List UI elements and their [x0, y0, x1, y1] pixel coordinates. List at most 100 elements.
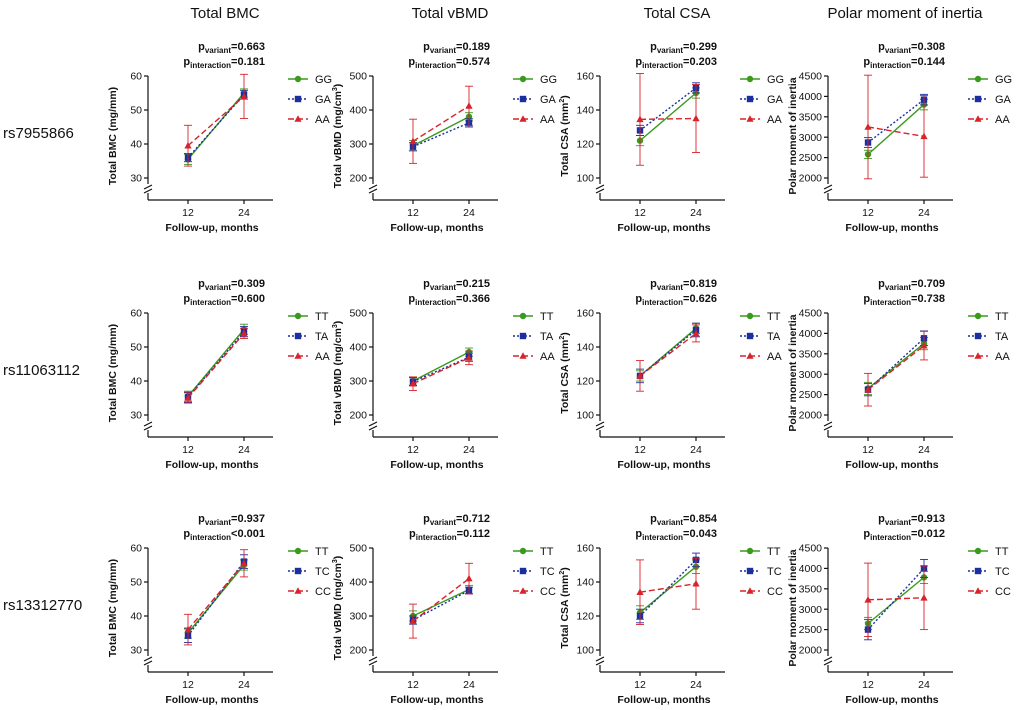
- y-axis-title: Total CSA (mm2): [559, 332, 571, 414]
- marker-square: [519, 332, 527, 340]
- series-line: [412, 122, 470, 148]
- legend-label: AA: [540, 114, 555, 126]
- legend-label: TA: [540, 331, 554, 343]
- p-value: =0.738: [911, 293, 945, 305]
- series-line: [412, 589, 470, 621]
- legend-label: CC: [540, 586, 556, 598]
- y-tick-label: 3500: [799, 348, 823, 360]
- legend-label: TA: [315, 331, 329, 343]
- y-tick-label: 120: [576, 611, 594, 623]
- x-tick-label: 12: [182, 679, 194, 691]
- y-tick-label: 3000: [799, 132, 823, 144]
- marker-square: [294, 95, 302, 103]
- x-axis-title: Follow-up, months: [165, 222, 258, 234]
- p-subscript: variant: [430, 46, 457, 55]
- legend-label: TA: [767, 331, 781, 343]
- marker-circle: [294, 547, 302, 555]
- legend-label: GA: [995, 94, 1012, 106]
- y-axis-title: Total vBMD (mg/cm3): [332, 556, 344, 661]
- series-line: [412, 105, 470, 142]
- x-tick-label: 24: [918, 679, 930, 691]
- y-axis-title-superscript: 3: [332, 324, 339, 328]
- axis-break-mark: [368, 425, 378, 431]
- x-tick-label: 24: [690, 207, 702, 219]
- p-interaction-label: pinteraction=0.181: [183, 56, 265, 70]
- p-symbol: p: [863, 293, 870, 305]
- x-axis-title: Follow-up, months: [390, 694, 483, 706]
- p-value: =0.112: [457, 528, 490, 540]
- series-line: [639, 92, 697, 142]
- x-tick-label: 24: [238, 444, 250, 456]
- p-value: =0.600: [231, 293, 265, 305]
- axis-break-mark: [823, 660, 833, 666]
- y-tick-label: 50: [130, 577, 142, 589]
- marker-circle: [519, 547, 527, 555]
- marker-triangle: [294, 587, 302, 594]
- p-subscript: variant: [430, 283, 457, 292]
- y-axis-title-part: ): [332, 321, 344, 325]
- chart-panel: 200 300 400 500 12 24 Follow-up, months Total v…: [332, 41, 557, 234]
- y-axis-title: Total CSA (mm2): [559, 95, 571, 177]
- p-subscript: variant: [657, 283, 684, 292]
- axis-break-mark: [143, 425, 153, 431]
- column-title: Total vBMD: [412, 5, 489, 22]
- marker-square: [294, 567, 302, 575]
- p-variant-label: pvariant=0.215: [423, 278, 490, 292]
- axis-break-mark: [368, 188, 378, 194]
- y-axis-title-part: Total CSA (mm: [559, 103, 571, 177]
- chart-panel: 100 120 140 160 12 24 Follow-up, months Total C…: [559, 41, 784, 234]
- marker-triangle: [692, 329, 700, 337]
- y-tick-label: 200: [349, 173, 367, 185]
- legend-label: AA: [767, 114, 782, 126]
- p-subscript: interaction: [415, 61, 456, 70]
- y-tick-label: 160: [576, 308, 594, 320]
- marker-circle: [746, 547, 754, 555]
- chart-panel: 2000 2500 3000 3500 4000 4500 12 24 Follow-up, m…: [787, 278, 1010, 471]
- marker-triangle: [184, 625, 192, 633]
- legend-label: AA: [540, 351, 555, 363]
- legend-label: TT: [995, 311, 1009, 323]
- p-variant-label: pvariant=0.299: [650, 41, 717, 55]
- marker-triangle: [636, 372, 644, 379]
- p-value: =0.203: [683, 56, 717, 68]
- p-symbol: p: [878, 41, 885, 53]
- marker-triangle: [974, 352, 982, 359]
- marker-triangle: [519, 352, 527, 359]
- p-symbol: p: [635, 56, 642, 68]
- p-value: =0.937: [231, 513, 265, 525]
- x-tick-label: 12: [862, 207, 874, 219]
- y-tick-label: 3000: [799, 369, 823, 381]
- p-value: =0.043: [683, 528, 717, 540]
- p-value: <0.001: [231, 528, 265, 540]
- legend-label: GG: [540, 74, 557, 86]
- p-symbol: p: [635, 528, 642, 540]
- legend-label: GA: [540, 94, 557, 106]
- x-tick-label: 12: [407, 207, 419, 219]
- p-subscript: variant: [205, 283, 232, 292]
- axis-break-mark: [368, 184, 378, 190]
- marker-triangle: [974, 115, 982, 122]
- legend-label: AA: [995, 114, 1010, 126]
- x-tick-label: 12: [634, 679, 646, 691]
- y-axis-title: Total vBMD (mg/cm3): [332, 84, 344, 189]
- axis-break-mark: [143, 421, 153, 427]
- p-symbol: p: [183, 528, 190, 540]
- y-tick-label: 60: [130, 308, 142, 320]
- y-tick-label: 2000: [799, 645, 823, 657]
- p-subscript: interaction: [190, 298, 231, 307]
- marker-triangle: [240, 329, 248, 337]
- marker-circle: [974, 75, 982, 83]
- legend-label: TT: [995, 546, 1009, 558]
- series-line: [639, 87, 697, 131]
- legend-label: TT: [767, 311, 781, 323]
- y-tick-label: 3500: [799, 583, 823, 595]
- series-line: [412, 116, 470, 147]
- series-line: [187, 332, 245, 399]
- marker-triangle: [294, 115, 302, 122]
- marker-triangle: [920, 132, 928, 140]
- y-tick-label: 160: [576, 71, 594, 83]
- series-line: [412, 578, 470, 622]
- x-tick-label: 12: [634, 207, 646, 219]
- p-subscript: variant: [657, 518, 684, 527]
- y-axis-title-superscript: 2: [559, 571, 566, 575]
